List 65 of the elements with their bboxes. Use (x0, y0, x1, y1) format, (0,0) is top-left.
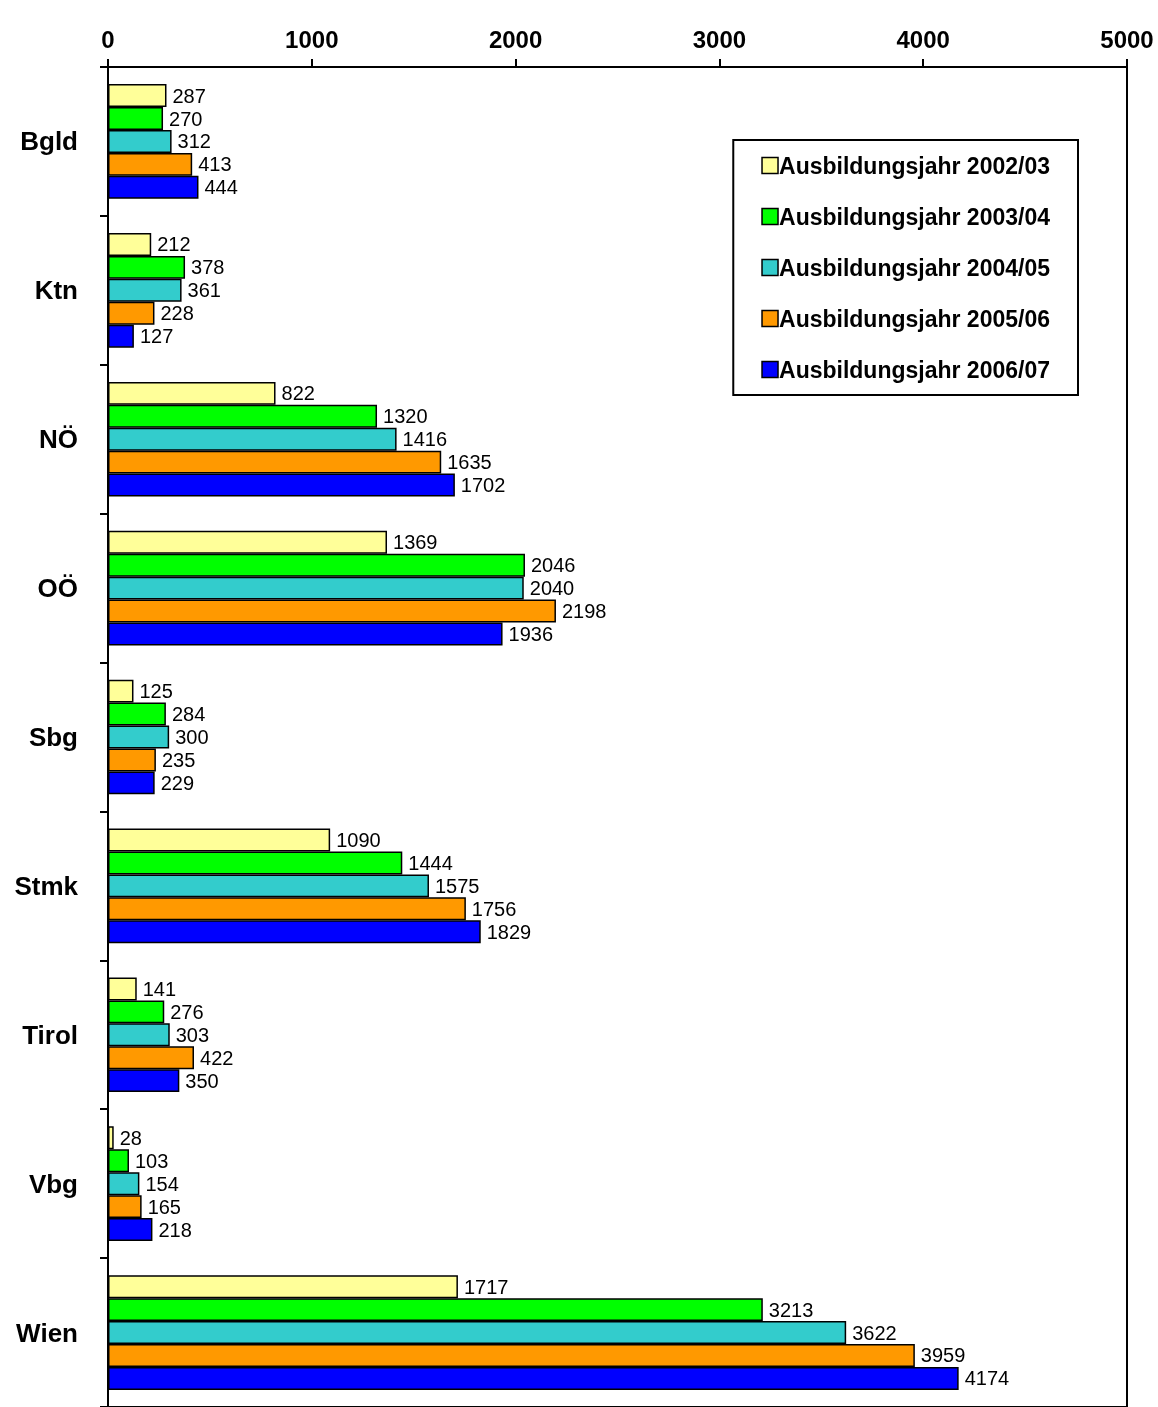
data-label: 1756 (471, 897, 517, 920)
data-label: 2040 (529, 577, 575, 600)
y-tick-label: Bgld (20, 126, 78, 157)
legend-label: Ausbildungsjahr 2006/07 (779, 356, 1050, 383)
data-label: 141 (142, 977, 177, 1000)
legend-label: Ausbildungsjahr 2002/03 (779, 152, 1050, 179)
data-label: 28 (119, 1126, 142, 1149)
data-label: 127 (139, 325, 174, 348)
data-label: 229 (160, 771, 195, 794)
data-label: 822 (281, 382, 315, 405)
y-tick-label: OÖ (37, 573, 78, 604)
data-label: 422 (200, 1046, 234, 1069)
data-label: 103 (134, 1149, 169, 1172)
x-tick-label: 5000 (1100, 25, 1154, 53)
x-tick-label: 4000 (896, 25, 950, 53)
data-label: 1717 (463, 1275, 509, 1298)
x-tick-label: 1000 (285, 25, 339, 53)
legend-label: Ausbildungsjahr 2004/05 (779, 254, 1051, 281)
data-label: 413 (198, 153, 232, 176)
data-label: 2046 (530, 554, 576, 577)
y-tick-label: Ktn (34, 275, 78, 306)
data-label: 361 (187, 279, 221, 302)
data-label: 218 (158, 1218, 192, 1241)
y-tick-label: NÖ (39, 424, 78, 455)
data-label: 287 (172, 84, 206, 107)
legend-label: Ausbildungsjahr 2005/06 (779, 305, 1050, 332)
y-tick-label: Vbg (28, 1168, 78, 1199)
data-label: 270 (169, 107, 203, 130)
x-tick-label: 3000 (692, 25, 747, 53)
y-tick-label: Stmk (14, 870, 79, 901)
data-label: 228 (160, 302, 194, 325)
data-label: 444 (204, 176, 238, 199)
data-label: 1444 (408, 851, 453, 874)
data-label: 235 (161, 748, 196, 771)
data-label: 378 (191, 256, 225, 279)
data-label: 300 (175, 726, 209, 748)
data-label: 154 (145, 1172, 179, 1195)
data-label: 1936 (508, 622, 554, 645)
data-label: 1575 (434, 874, 480, 897)
data-label: 2198 (561, 600, 607, 623)
data-label: 303 (175, 1023, 210, 1046)
y-tick-label: Tirol (22, 1019, 78, 1050)
data-label: 1702 (460, 474, 506, 497)
data-label: 276 (170, 1000, 204, 1023)
data-label: 312 (177, 130, 211, 153)
y-tick-label: Wien (16, 1317, 78, 1348)
data-label: 1320 (383, 405, 428, 428)
data-label: 284 (171, 703, 206, 726)
y-tick-label: Sbg (28, 722, 78, 752)
data-label: 1829 (486, 920, 532, 943)
data-label: 3213 (768, 1298, 814, 1321)
x-tick-label: 0 (101, 25, 115, 53)
data-label: 165 (147, 1195, 181, 1218)
x-tick-label: 2000 (488, 25, 543, 53)
data-label: 3622 (852, 1321, 897, 1344)
data-label: 1090 (336, 829, 381, 852)
data-label: 1416 (402, 428, 448, 451)
data-label: 4174 (964, 1367, 1010, 1390)
data-label: 125 (139, 680, 173, 703)
data-label: 1635 (447, 451, 492, 474)
data-label: 212 (157, 233, 191, 256)
data-label: 1369 (393, 531, 438, 554)
data-label: 350 (185, 1069, 219, 1092)
data-label: 3959 (920, 1344, 966, 1367)
legend-label: Ausbildungsjahr 2003/04 (779, 203, 1051, 230)
